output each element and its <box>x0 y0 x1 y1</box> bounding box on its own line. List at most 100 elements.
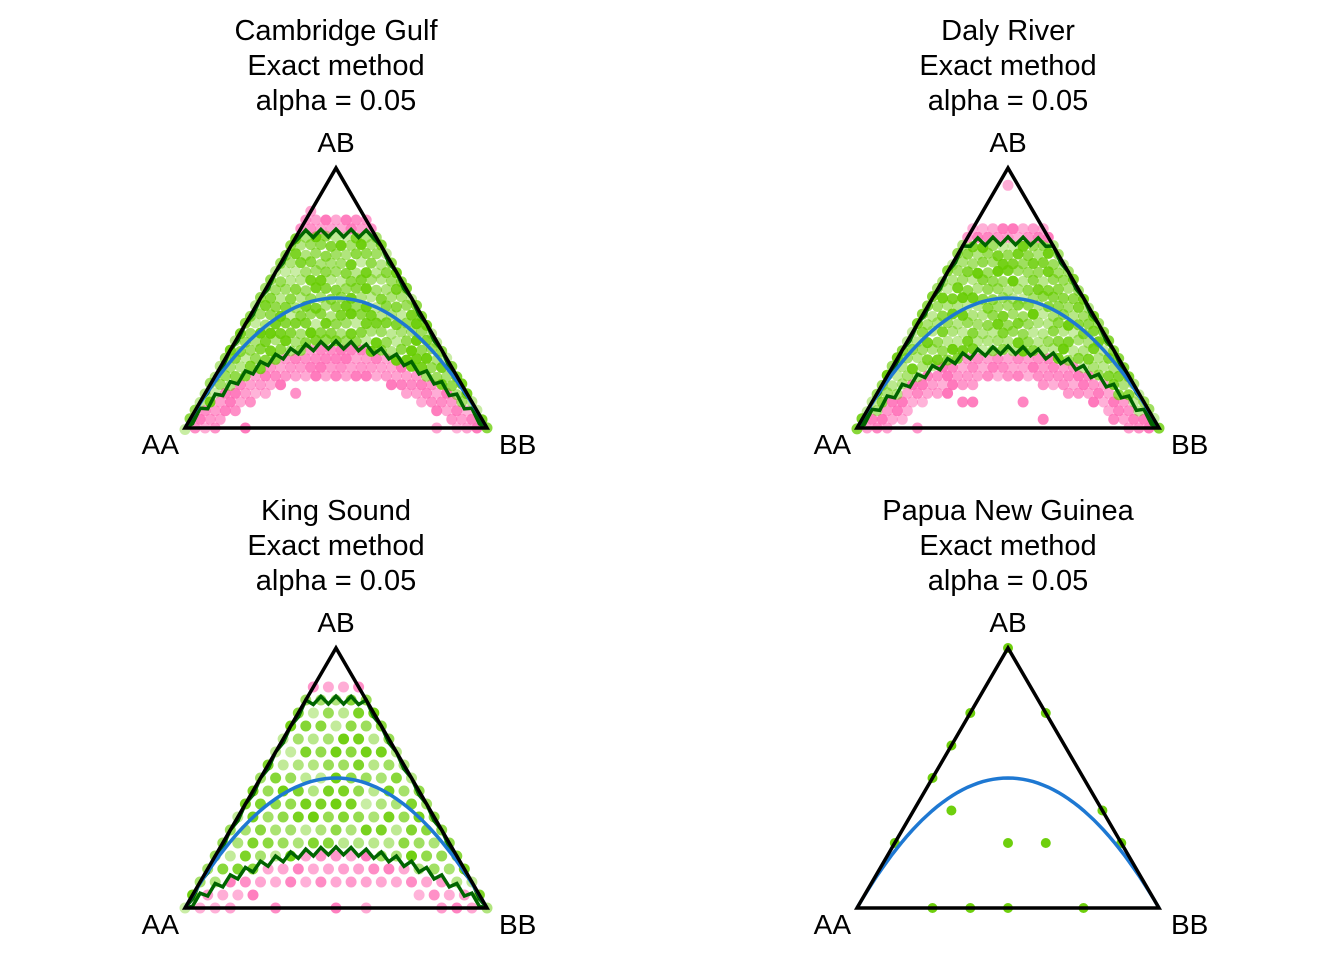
data-point <box>375 310 387 322</box>
data-point <box>1017 240 1029 252</box>
data-point <box>932 354 943 366</box>
panel-title-line: Papua New Guinea <box>882 495 1134 527</box>
data-point <box>911 336 923 348</box>
data-point <box>325 327 337 339</box>
data-point <box>1103 405 1115 417</box>
data-point <box>1078 345 1089 357</box>
data-point <box>239 876 251 888</box>
data-point <box>987 240 999 252</box>
data-point <box>932 370 943 382</box>
data-point <box>247 889 259 901</box>
data-point <box>285 798 297 810</box>
data-point <box>997 258 1009 270</box>
data-point <box>370 267 382 279</box>
data-point <box>1022 370 1034 382</box>
data-point <box>1078 379 1089 391</box>
data-point <box>1022 266 1034 278</box>
data-point <box>307 759 319 771</box>
data-point <box>385 275 397 287</box>
panel-title-line: alpha = 0.05 <box>256 565 416 597</box>
vertex-label-top: AB <box>989 127 1026 158</box>
data-point <box>260 387 271 399</box>
data-point <box>353 811 365 823</box>
data-point <box>353 785 365 797</box>
data-point <box>360 746 372 758</box>
data-point <box>383 863 395 875</box>
data-point <box>421 387 433 399</box>
data-point <box>275 276 287 288</box>
ternary-triangle <box>181 644 491 910</box>
data-point <box>1003 838 1013 848</box>
data-point <box>300 266 312 278</box>
data-point <box>421 352 433 364</box>
data-point <box>315 824 327 836</box>
data-point <box>1047 259 1059 270</box>
data-point <box>1057 292 1069 304</box>
data-point <box>239 336 251 348</box>
data-point <box>322 707 334 719</box>
data-point <box>982 302 994 314</box>
data-point <box>360 318 372 329</box>
data-point <box>1042 336 1054 347</box>
data-point <box>1002 179 1014 191</box>
data-point <box>330 214 342 226</box>
vertex-label-right: BB <box>1171 909 1208 940</box>
data-point <box>355 326 367 338</box>
data-point <box>881 405 893 417</box>
data-point <box>982 370 994 382</box>
data-point <box>401 335 412 347</box>
data-point <box>1017 223 1029 235</box>
data-point <box>942 335 954 347</box>
data-point <box>247 837 259 849</box>
data-point <box>214 413 226 425</box>
data-point <box>285 876 297 888</box>
data-point <box>335 258 347 269</box>
data-point <box>224 850 236 862</box>
data-point <box>997 223 1009 235</box>
data-point <box>443 863 455 875</box>
data-point <box>1083 337 1094 349</box>
data-point <box>375 746 387 758</box>
data-point <box>310 247 322 259</box>
data-point <box>370 248 382 260</box>
data-point <box>375 824 387 836</box>
data-point <box>957 256 969 268</box>
data-point <box>1113 405 1125 417</box>
data-point <box>305 361 317 373</box>
data-point <box>270 876 282 888</box>
data-point <box>1073 370 1084 382</box>
panel-title-line: Daly River <box>941 15 1075 47</box>
data-point <box>270 284 282 296</box>
data-point <box>335 309 347 321</box>
data-point <box>338 759 350 771</box>
data-point <box>972 335 984 347</box>
data-point <box>290 283 302 295</box>
data-point <box>891 405 903 417</box>
data-point <box>353 733 365 745</box>
data-point <box>370 337 382 349</box>
data-point <box>997 310 1009 322</box>
data-point <box>1007 223 1019 235</box>
data-point <box>338 863 350 875</box>
data-point <box>360 720 372 732</box>
data-point <box>416 344 428 356</box>
data-point <box>1067 345 1079 357</box>
data-point <box>416 379 428 391</box>
data-point <box>338 785 350 797</box>
data-point <box>952 370 964 382</box>
data-point <box>1062 370 1074 382</box>
data-point <box>310 302 322 314</box>
data-point <box>1027 223 1039 235</box>
data-point <box>345 328 357 340</box>
data-point <box>310 214 322 226</box>
data-point <box>1118 413 1130 425</box>
data-point <box>345 798 357 810</box>
data-point <box>323 785 334 797</box>
data-point <box>1017 396 1029 408</box>
data-point <box>320 317 332 329</box>
data-point <box>1037 413 1049 425</box>
data-point <box>255 379 266 391</box>
data-point <box>398 785 410 797</box>
data-point <box>937 326 949 338</box>
data-point <box>275 379 287 391</box>
